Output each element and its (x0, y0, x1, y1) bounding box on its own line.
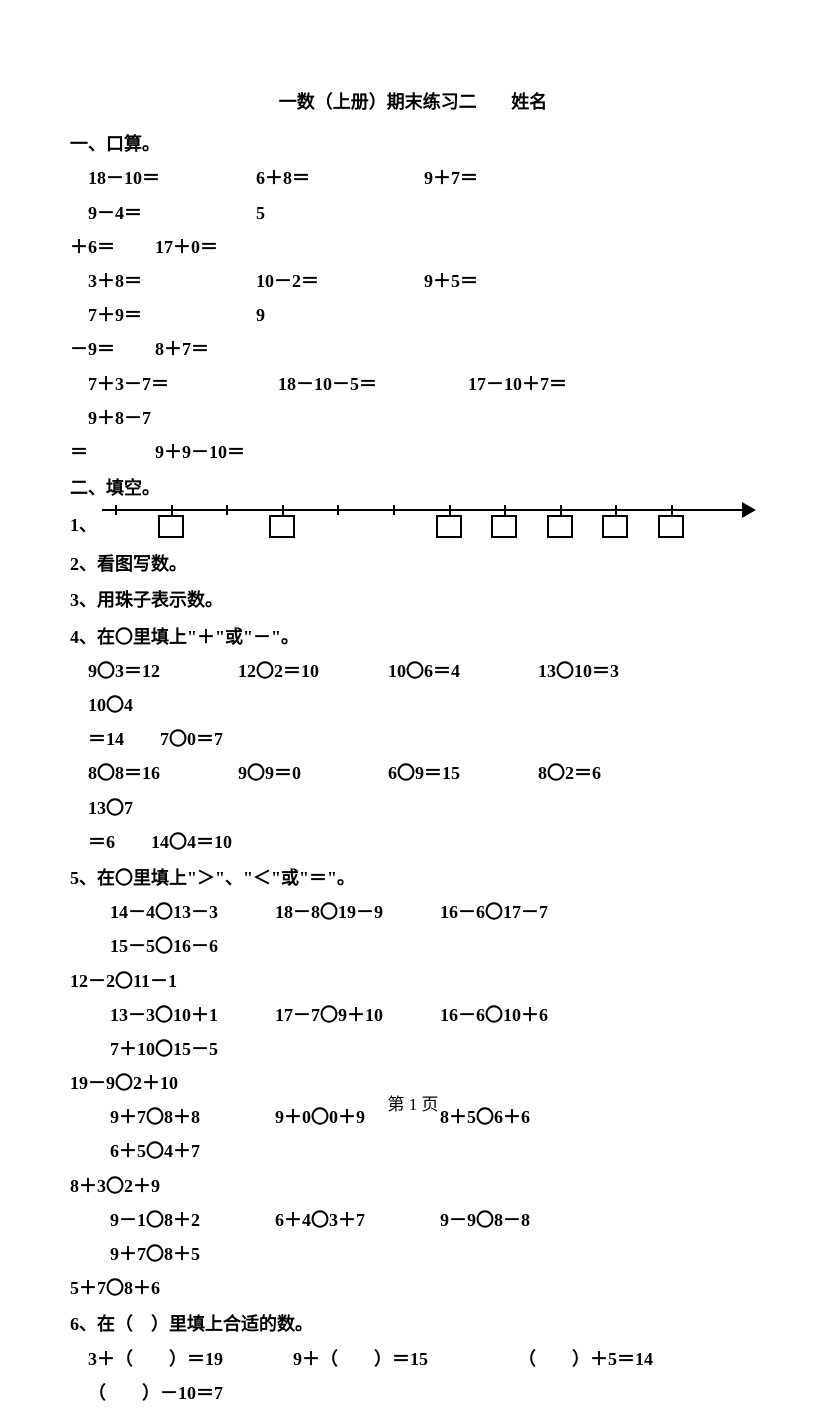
problem: 9〇3＝12 (88, 654, 238, 688)
problem: 3＋8＝ (88, 264, 256, 298)
number-line-tick (615, 505, 617, 515)
problem: 9＋（ ）＝15 (293, 1342, 518, 1376)
name-label: 姓名 (511, 85, 547, 119)
q3: 3、用珠子表示数。 (70, 583, 756, 617)
problem: 17－7〇9＋10 (275, 998, 440, 1032)
problem: 14－4〇13－3 (110, 895, 275, 929)
problem: 7＋9＝ (88, 298, 256, 332)
q1-wrap: 1、 (70, 505, 756, 545)
problem: ＋6＝ (70, 230, 155, 264)
problem: 8〇2＝6 (538, 756, 688, 790)
problem: 9＋7＝ (424, 161, 592, 195)
problem: 9－9〇8－8 (440, 1203, 605, 1237)
problem: 18－8〇19－9 (275, 895, 440, 929)
problem: 5 (256, 196, 286, 230)
q5-cont1: 12－2〇11－1 (70, 964, 756, 998)
q5-heading: 5、在〇里填上"＞"、"＜"或"＝"。 (70, 861, 756, 895)
problem: 7＋3－7＝ (88, 367, 278, 401)
problem: 10〇6＝4 (388, 654, 538, 688)
answer-box (547, 515, 573, 538)
q4-row2: 8〇8＝16 9〇9＝0 6〇9＝15 8〇2＝6 13〇7 (88, 756, 756, 824)
problem: 16－6〇10＋6 (440, 998, 605, 1032)
number-line-tick (504, 505, 506, 515)
problem: 9＋9－10＝ (155, 435, 275, 469)
s1-row1: 18－10＝ 6＋8＝ 9＋7＝ 9－4＝ 5 (70, 161, 756, 229)
q4-heading: 4、在〇里填上"＋"或"－"。 (70, 620, 756, 654)
problem: 16－6〇17－7 (440, 895, 605, 929)
problem: 17＋0＝ (155, 230, 275, 264)
number-line-tick (393, 505, 395, 515)
problem: （ ）＋5＝14 (518, 1342, 718, 1376)
number-line-tick (671, 505, 673, 515)
section2-heading: 二、填空。 (70, 471, 756, 505)
problem: ＝ (70, 435, 155, 469)
answer-box (658, 515, 684, 538)
answer-box (436, 515, 462, 538)
q6-row: 3＋（ ）＝19 9＋（ ）＝15 （ ）＋5＝14 (70, 1342, 756, 1376)
page-footer: 第 1 页 (0, 1089, 826, 1121)
q2: 2、看图写数。 (70, 547, 756, 581)
problem: 9－1〇8＋2 (110, 1203, 275, 1237)
problem: 6＋8＝ (256, 161, 424, 195)
q4-cont2: ＝6 14〇4＝10 (88, 825, 756, 859)
q5-cont4: 5＋7〇8＋6 (70, 1271, 756, 1305)
q5-row4: 9－1〇8＋2 6＋4〇3＋7 9－9〇8－8 9＋7〇8＋5 (110, 1203, 756, 1271)
problem: 18－10－5＝ (278, 367, 468, 401)
problem: 8〇8＝16 (88, 756, 238, 790)
q6-cont: （ ）－10＝7 (70, 1376, 756, 1410)
answer-box (602, 515, 628, 538)
answer-box (269, 515, 295, 538)
q1-label: 1、 (70, 508, 102, 542)
number-line-tick (282, 505, 284, 515)
s1-row2-cont: －9＝ 8＋7＝ (70, 332, 756, 366)
worksheet-title: 一数（上册）期末练习二 (279, 85, 477, 119)
problem: 8＋7＝ (155, 332, 275, 366)
problem: 9＋8－7 (88, 401, 188, 435)
problem: 13－3〇10＋1 (110, 998, 275, 1032)
problem: 6〇9＝15 (388, 756, 538, 790)
problem: 9－4＝ (88, 196, 256, 230)
s1-row1-cont: ＋6＝ 17＋0＝ (70, 230, 756, 264)
answer-box (158, 515, 184, 538)
title-row: 一数（上册）期末练习二 姓名 (70, 85, 756, 119)
problem: 9＋7〇8＋5 (110, 1237, 275, 1271)
problem: 9＋5＝ (424, 264, 592, 298)
s1-row2: 3＋8＝ 10－2＝ 9＋5＝ 7＋9＝ 9 (70, 264, 756, 332)
s1-row3: 7＋3－7＝ 18－10－5＝ 17－10＋7＝ 9＋8－7 (70, 367, 756, 435)
problem: 6＋5〇4＋7 (110, 1134, 275, 1168)
number-line-tick (171, 505, 173, 515)
number-line (102, 505, 756, 545)
q5-row2: 13－3〇10＋1 17－7〇9＋10 16－6〇10＋6 7＋10〇15－5 (110, 998, 756, 1066)
q4-cont1: ＝14 7〇0＝7 (88, 722, 756, 756)
problem: 10－2＝ (256, 264, 424, 298)
problem: 13〇10＝3 (538, 654, 688, 688)
problem: 17－10＋7＝ (468, 367, 658, 401)
problem: 6＋4〇3＋7 (275, 1203, 440, 1237)
number-line-tick (115, 505, 117, 515)
problem: 9 (256, 298, 286, 332)
number-line-tick (337, 505, 339, 515)
s1-row3-cont: ＝ 9＋9－10＝ (70, 435, 756, 469)
q5-cont3: 8＋3〇2＋9 (70, 1169, 756, 1203)
problem: 7＋10〇15－5 (110, 1032, 275, 1066)
problem: 13〇7 (88, 791, 168, 825)
arrow-right-icon (742, 502, 756, 518)
q5-row1: 14－4〇13－3 18－8〇19－9 16－6〇17－7 15－5〇16－6 (110, 895, 756, 963)
problem: 18－10＝ (88, 161, 256, 195)
q4-rows: 9〇3＝12 12〇2＝10 10〇6＝4 13〇10＝3 10〇4 ＝14 7… (70, 654, 756, 859)
number-line-axis (102, 509, 744, 511)
problem: 12〇2＝10 (238, 654, 388, 688)
problem: 10〇4 (88, 688, 168, 722)
problem: 15－5〇16－6 (110, 929, 275, 963)
problem: －9＝ (70, 332, 155, 366)
number-line-tick (560, 505, 562, 515)
answer-box (491, 515, 517, 538)
section1-heading: 一、口算。 (70, 127, 756, 161)
q4-row1: 9〇3＝12 12〇2＝10 10〇6＝4 13〇10＝3 10〇4 (88, 654, 756, 722)
problem: 3＋（ ）＝19 (88, 1342, 293, 1376)
q6-heading: 6、在（ ）里填上合适的数。 (70, 1307, 756, 1341)
number-line-tick (226, 505, 228, 515)
problem: 9〇9＝0 (238, 756, 388, 790)
number-line-tick (449, 505, 451, 515)
